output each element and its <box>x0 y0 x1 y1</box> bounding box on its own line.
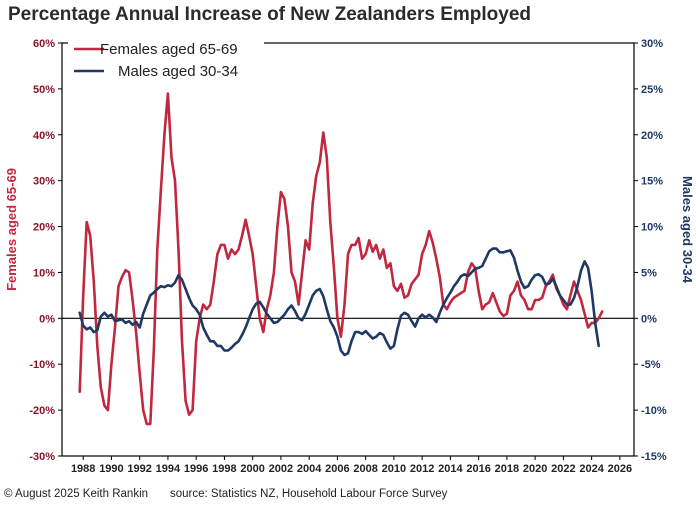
x-tick-label: 2016 <box>466 463 490 475</box>
x-tick-label: 1998 <box>212 463 236 475</box>
x-tick-label: 1994 <box>156 463 181 475</box>
x-tick-label: 2010 <box>382 463 406 475</box>
right-tick-label: 0% <box>641 313 657 325</box>
right-tick-label: 20% <box>641 130 663 142</box>
legend: Females aged 65-69 Males aged 30-34 <box>68 36 264 84</box>
x-tick-label: 2002 <box>269 463 293 475</box>
left-axis: -30% -20% -10% 0% 10% 20% 30% 40% 50% 60% <box>29 38 62 463</box>
chart-title: Percentage Annual Increase of New Zealan… <box>8 4 532 25</box>
right-tick-label: 5% <box>641 267 657 279</box>
x-tick-label: 2012 <box>410 463 434 475</box>
left-tick-label: 60% <box>33 38 55 50</box>
right-tick-label: -5% <box>641 359 661 371</box>
right-axis: -15% -10% -5% 0% 5% 10% 15% 20% 25% 30% <box>634 38 667 463</box>
x-tick-label: 2004 <box>297 463 322 475</box>
legend-label-males: Males aged 30-34 <box>118 63 238 80</box>
series-lines <box>78 92 604 426</box>
x-tick-label: 1990 <box>99 463 123 475</box>
x-tick-label: 2022 <box>551 463 575 475</box>
plot-border <box>61 42 635 457</box>
left-tick-label: -30% <box>29 451 55 463</box>
left-tick-label: 0% <box>39 313 55 325</box>
series-line-females-65-69 <box>78 92 604 426</box>
left-tick-label: -10% <box>29 359 55 371</box>
x-tick-label: 2026 <box>608 463 632 475</box>
left-tick-label: 40% <box>33 130 55 142</box>
x-axis: 1988 1990 1992 1994 1996 1998 2000 2002 2004 2006… <box>71 456 632 475</box>
right-tick-label: -15% <box>641 451 667 463</box>
x-tick-label: 2020 <box>523 463 547 475</box>
right-axis-title: Males aged 30-34 <box>680 176 695 284</box>
legend-background <box>68 36 264 84</box>
left-tick-label: -20% <box>29 405 55 417</box>
footer-source: source: Statistics NZ, Household Labour … <box>170 488 448 500</box>
left-tick-label: 50% <box>33 84 55 96</box>
legend-label-females: Females aged 65-69 <box>100 41 238 58</box>
right-tick-label: 30% <box>641 38 663 50</box>
left-tick-label: 20% <box>33 222 55 234</box>
right-tick-label: 10% <box>641 222 663 234</box>
left-tick-label: 10% <box>33 267 55 279</box>
right-tick-label: 15% <box>641 176 663 188</box>
series-line-males-30-34 <box>78 247 601 357</box>
x-tick-label: 1996 <box>184 463 208 475</box>
plot-frame <box>61 42 635 457</box>
x-tick-label: 2008 <box>353 463 377 475</box>
left-axis-title: Females aged 65-69 <box>4 168 19 291</box>
x-tick-label: 2018 <box>495 463 519 475</box>
right-tick-label: -10% <box>641 405 667 417</box>
x-tick-label: 2000 <box>240 463 264 475</box>
footer-credit: © August 2025 Keith Rankin <box>4 488 149 500</box>
x-tick-label: 1988 <box>71 463 95 475</box>
right-tick-label: 25% <box>641 84 663 96</box>
x-tick-label: 2006 <box>325 463 349 475</box>
x-tick-label: 2024 <box>579 463 604 475</box>
left-tick-label: 30% <box>33 176 55 188</box>
x-tick-label: 1992 <box>127 463 151 475</box>
x-tick-label: 2014 <box>438 463 463 475</box>
